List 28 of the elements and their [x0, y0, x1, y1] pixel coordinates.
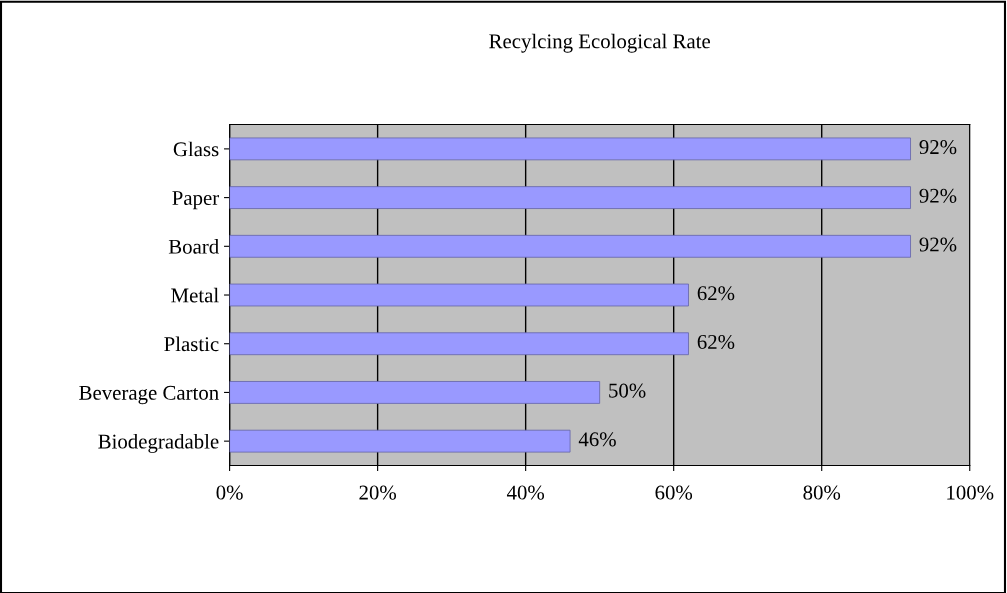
data-label: 92%	[919, 188, 957, 203]
x-tick-label: 80%	[803, 485, 841, 500]
bar	[229, 186, 911, 209]
data-label: 46%	[578, 432, 616, 447]
y-tick-label: Plastic	[164, 336, 219, 352]
y-tick-label: Beverage Carton	[79, 385, 219, 405]
y-tick-label: Paper	[172, 191, 219, 210]
bar	[229, 332, 689, 356]
x-tick-label: 0%	[216, 485, 243, 500]
y-tick-label: Glass	[173, 141, 219, 157]
data-label: 50%	[609, 383, 646, 398]
bar	[229, 137, 911, 161]
chart-title: Recylcing Ecological Rate	[489, 33, 711, 53]
y-tick-label: Board	[168, 239, 219, 254]
data-label: 62%	[697, 334, 735, 350]
y-tick-label: Biodegradable	[98, 433, 219, 453]
x-tick-label: 20%	[359, 485, 397, 500]
bar	[229, 429, 571, 453]
y-tick-label: Metal	[171, 287, 219, 303]
data-label: 62%	[697, 286, 735, 301]
bar	[229, 234, 911, 258]
bar	[229, 381, 601, 404]
bar	[229, 283, 689, 307]
data-label: 92%	[919, 140, 957, 155]
x-tick-label: 40%	[506, 485, 545, 500]
x-tick-label: 100%	[947, 485, 994, 500]
data-label: 92%	[919, 237, 957, 252]
x-tick-label: 60%	[655, 485, 693, 500]
